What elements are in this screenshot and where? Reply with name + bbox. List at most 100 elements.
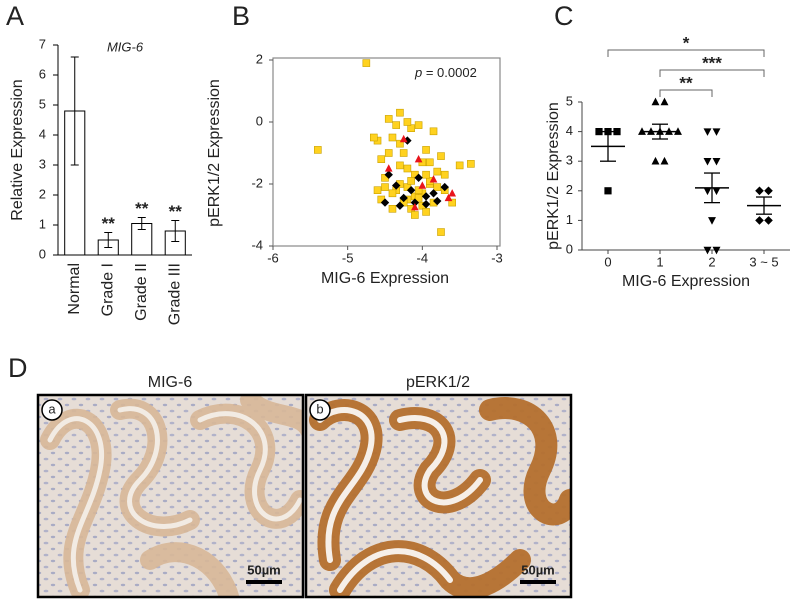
chart-title: MIG-6 (107, 39, 144, 54)
point (764, 216, 773, 225)
y-tick-label: 7 (39, 36, 46, 51)
point (712, 157, 721, 166)
point (399, 149, 408, 157)
point (638, 127, 646, 135)
significance: * (683, 33, 690, 52)
point (422, 146, 430, 154)
y-tick-label: 4 (39, 126, 46, 141)
point (422, 170, 430, 179)
point (388, 189, 397, 198)
significance: ** (169, 202, 183, 221)
point (425, 158, 434, 167)
sem-bar (652, 123, 668, 140)
y-tick-label: -2 (251, 175, 263, 190)
image-tag-circle (41, 399, 63, 421)
point (429, 175, 438, 183)
significance-bracket (659, 69, 765, 77)
y-axis-title: pERK1/2 Expression (545, 102, 562, 250)
y-tick-label: 2 (566, 182, 573, 197)
point (384, 164, 393, 172)
point (433, 167, 442, 176)
point (418, 181, 427, 189)
image-title: pERK1/2 (406, 374, 470, 391)
x-axis-title: MIG-6 Expression (622, 273, 750, 290)
point (651, 97, 660, 106)
point (414, 194, 423, 202)
point (660, 97, 669, 106)
point (369, 133, 378, 142)
point (712, 128, 721, 136)
y-tick-label: 2 (39, 186, 46, 201)
point (381, 183, 389, 191)
point (384, 170, 393, 179)
panel-label: A (6, 1, 24, 31)
y-tick-label: 6 (39, 66, 46, 81)
sem-bar (704, 172, 720, 204)
image-tag: a (48, 401, 56, 416)
significance: ** (135, 199, 149, 218)
x-tick-label: -3 (491, 250, 503, 265)
x-tick-label: -5 (342, 250, 354, 265)
sem-bar (756, 196, 772, 215)
error-bar (137, 217, 146, 230)
point (406, 186, 416, 195)
y-tick-label: 1 (566, 212, 573, 227)
point (703, 246, 712, 255)
x-tick-label: Grade I (99, 263, 116, 316)
y-tick-label: 5 (39, 96, 46, 111)
point (651, 156, 660, 165)
point (437, 152, 445, 160)
image-title: MIG-6 (148, 374, 193, 391)
x-axis-title: MIG-6 Expression (321, 270, 449, 287)
point (467, 160, 475, 168)
y-axis-title: pERK1/2 Expression (206, 79, 223, 227)
annotation: p = 0.0002 (414, 65, 477, 80)
point (403, 118, 412, 126)
point (433, 183, 442, 191)
point (448, 189, 457, 197)
x-tick-label: 0 (604, 254, 611, 269)
point (444, 193, 453, 202)
x-tick-label: 1 (656, 254, 663, 269)
point (755, 216, 764, 225)
point (407, 177, 415, 185)
significance: ** (102, 214, 116, 233)
point (399, 134, 408, 143)
scale-bar-label: 50µm (521, 562, 555, 577)
point (384, 149, 393, 157)
point (392, 181, 401, 190)
annotation-symbol: p (414, 65, 422, 80)
error-bar (70, 56, 79, 166)
point (604, 187, 612, 195)
point (755, 186, 764, 196)
point (388, 205, 397, 213)
y-tick-label: 3 (566, 153, 573, 168)
y-tick-label: -4 (251, 237, 263, 252)
point (433, 196, 442, 206)
point (395, 201, 405, 210)
image-frame (36, 393, 305, 599)
point (421, 199, 431, 209)
point (384, 115, 393, 123)
point (448, 198, 457, 207)
x-tick-label: -6 (267, 250, 279, 265)
point (399, 193, 408, 203)
point (703, 157, 712, 166)
x-tick-label: Grade II (133, 263, 150, 321)
y-tick-label: 0 (256, 113, 263, 128)
scale-bar (520, 580, 556, 584)
y-tick-label: 3 (39, 156, 46, 171)
scale-bar-label: 50µm (247, 562, 281, 577)
point (411, 203, 419, 211)
point (410, 198, 420, 207)
point (455, 161, 464, 170)
point (674, 127, 682, 135)
x-tick-label: 3 ~ 5 (749, 254, 778, 269)
point (440, 170, 449, 179)
point (403, 164, 412, 173)
point (380, 198, 390, 207)
point (440, 182, 449, 192)
point (313, 146, 322, 154)
y-tick-label: 1 (39, 216, 46, 231)
